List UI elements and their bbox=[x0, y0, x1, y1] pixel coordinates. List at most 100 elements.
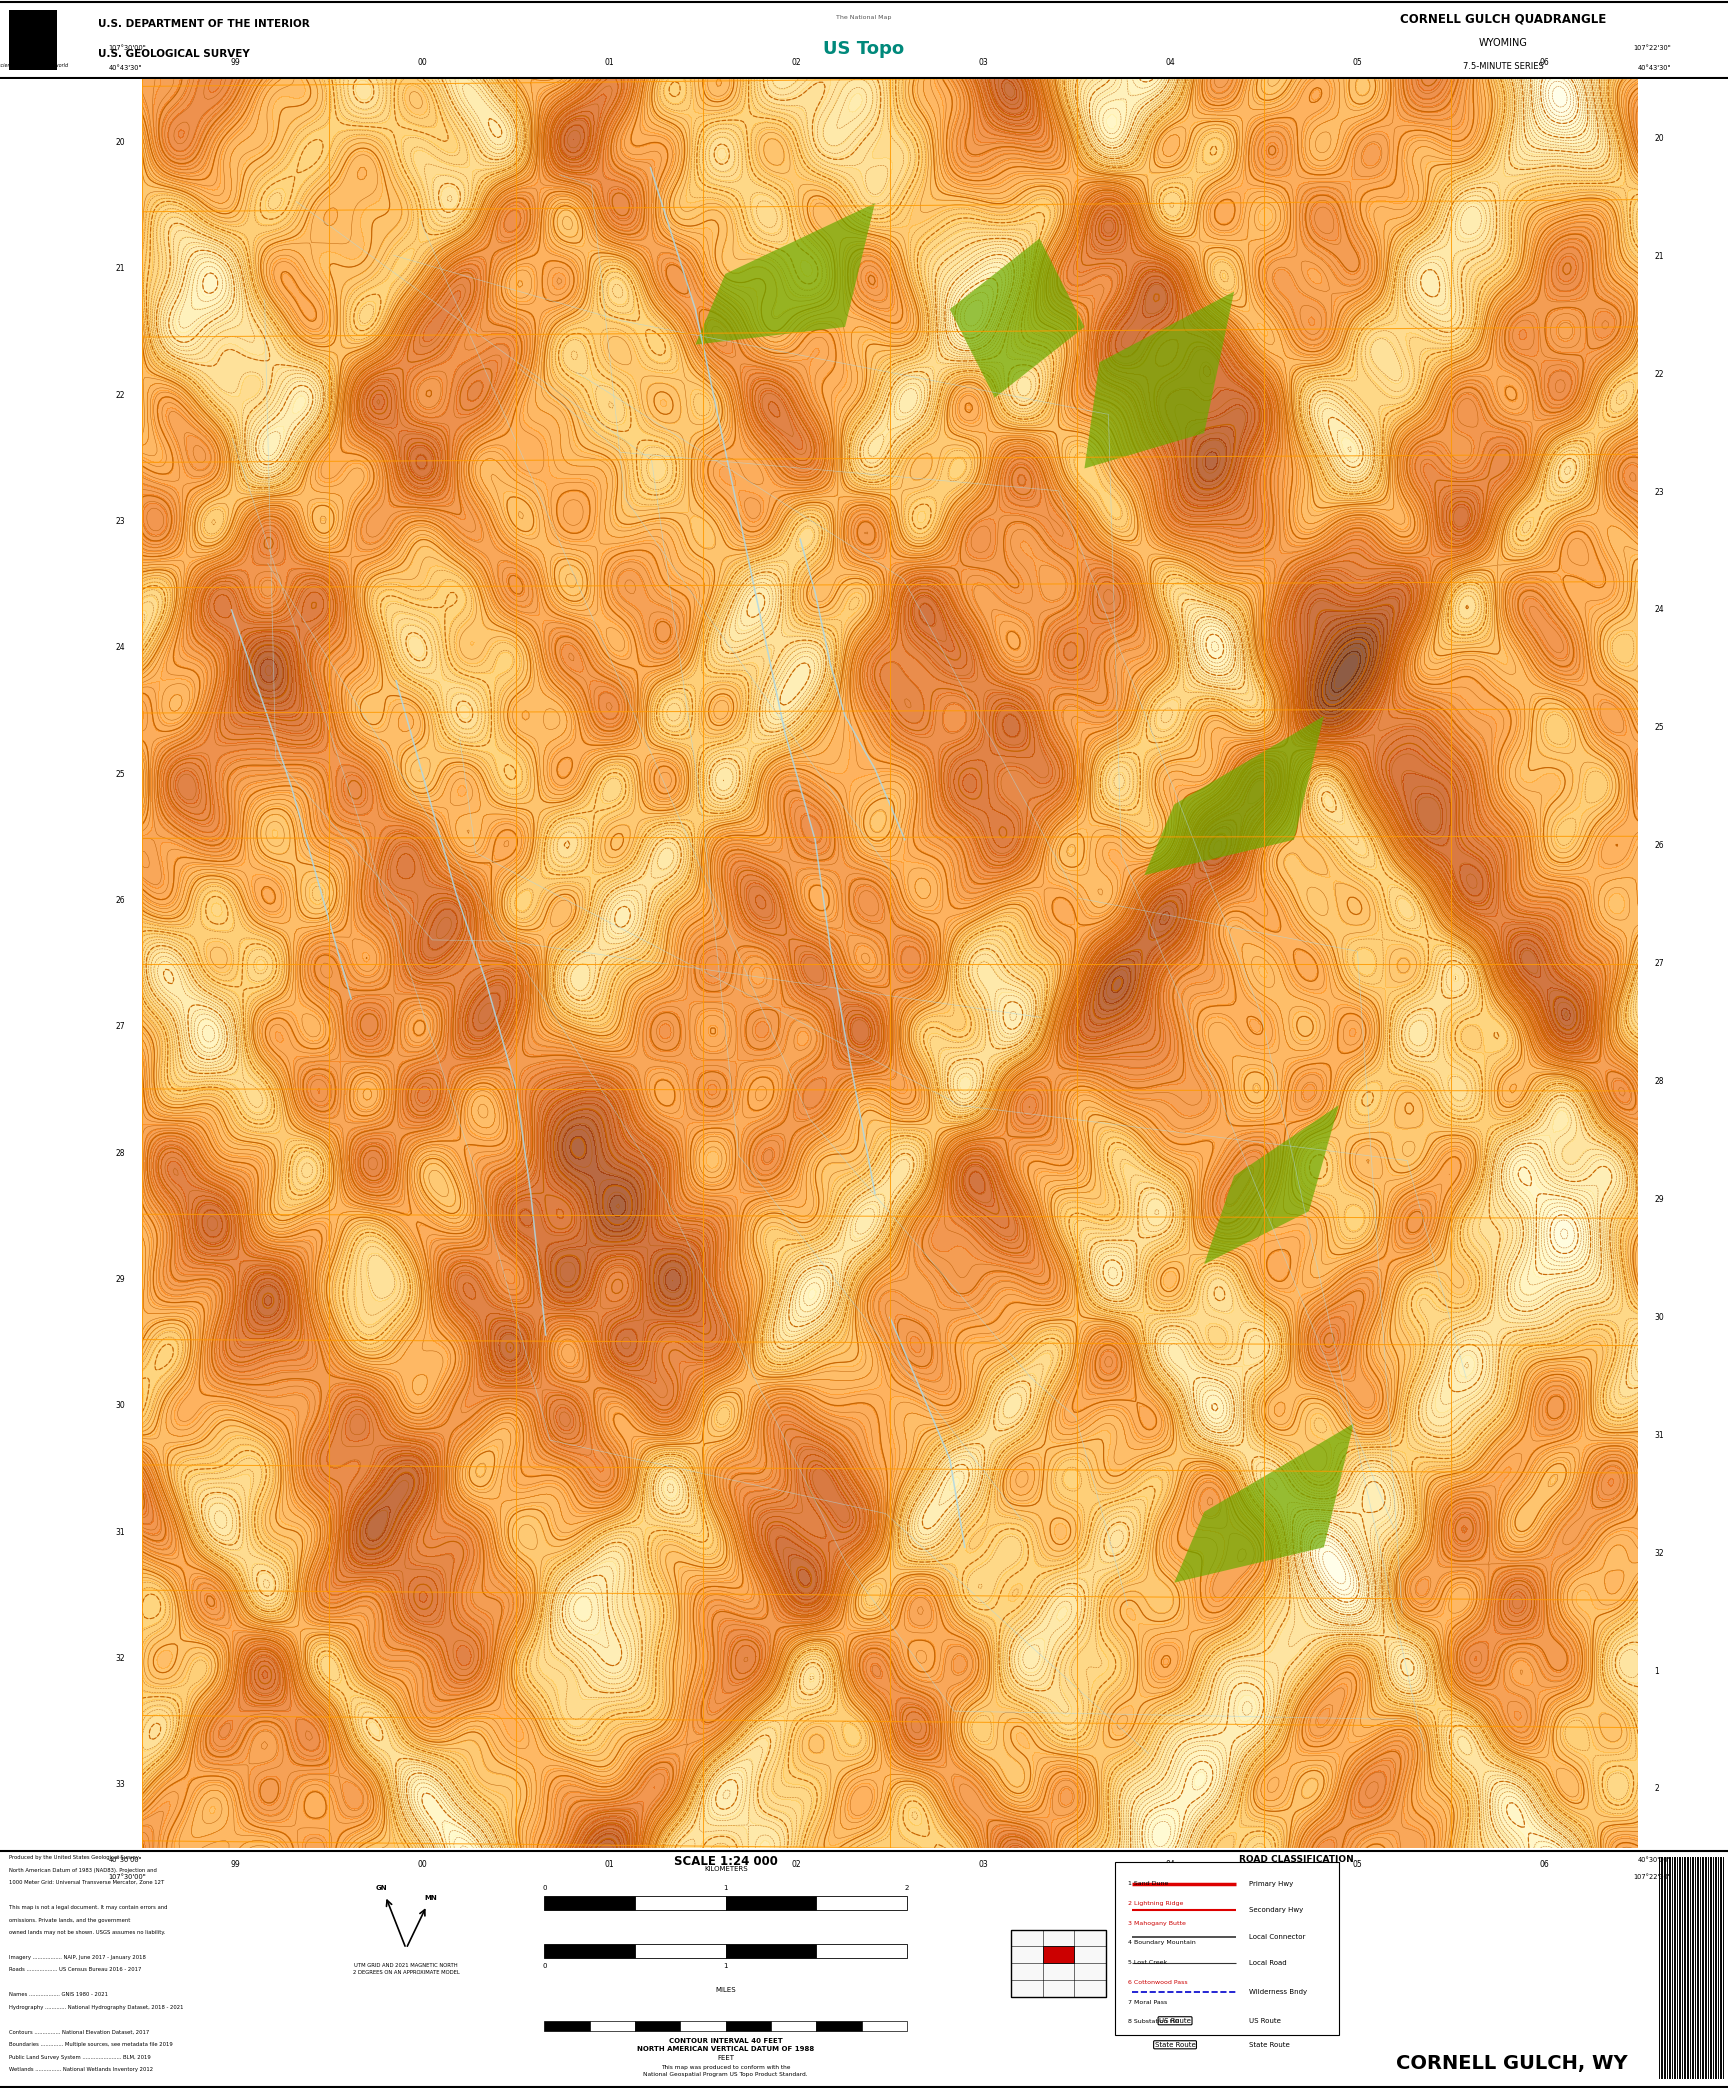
Bar bbox=[816, 2021, 862, 2032]
Text: 03: 03 bbox=[978, 1860, 988, 1869]
Text: FEET: FEET bbox=[717, 2055, 734, 2061]
Text: Boundaries .............. Multiple sources, see metadata file 2019: Boundaries .............. Multiple sourc… bbox=[9, 2042, 173, 2048]
Text: 04: 04 bbox=[1166, 58, 1175, 67]
Text: 107°22'30": 107°22'30" bbox=[1633, 46, 1671, 50]
Text: 0: 0 bbox=[543, 1885, 546, 1892]
Text: 107°30'00": 107°30'00" bbox=[109, 1875, 147, 1881]
Bar bbox=[726, 2021, 771, 2032]
Text: Produced by the United States Geological Survey: Produced by the United States Geological… bbox=[9, 1854, 138, 1860]
Text: Names ................... GNIS 1980 - 2021: Names ................... GNIS 1980 - 20… bbox=[9, 1992, 107, 1998]
Text: 20: 20 bbox=[116, 138, 124, 146]
Text: 21: 21 bbox=[116, 265, 124, 274]
Text: 1000 Meter Grid: Universal Transverse Mercator, Zone 12T: 1000 Meter Grid: Universal Transverse Me… bbox=[9, 1879, 164, 1885]
Bar bbox=[544, 1896, 636, 1911]
Text: 40°43'30": 40°43'30" bbox=[1638, 65, 1671, 71]
Text: 22: 22 bbox=[1655, 370, 1664, 378]
Text: 5 Lost Creek: 5 Lost Creek bbox=[1128, 1961, 1168, 1965]
Text: Local Connector: Local Connector bbox=[1249, 1933, 1306, 1940]
Text: 22: 22 bbox=[116, 390, 124, 399]
Text: Imagery .................. NAIP, June 2017 - January 2018: Imagery .................. NAIP, June 20… bbox=[9, 1954, 145, 1961]
Text: State Route: State Route bbox=[1154, 2042, 1196, 2048]
Text: Public Land Survey System ........................ BLM, 2019: Public Land Survey System ..............… bbox=[9, 2055, 150, 2061]
Text: WYOMING: WYOMING bbox=[1479, 38, 1528, 48]
Bar bbox=[634, 1896, 726, 1911]
Text: 01: 01 bbox=[605, 58, 613, 67]
Bar bbox=[589, 2021, 634, 2032]
Text: 20: 20 bbox=[1655, 134, 1664, 142]
Text: 1: 1 bbox=[1655, 1666, 1659, 1675]
Text: 32: 32 bbox=[116, 1654, 124, 1662]
Text: 1: 1 bbox=[724, 1963, 727, 1969]
Text: 24: 24 bbox=[116, 643, 124, 651]
Text: 7.5-MINUTE SERIES: 7.5-MINUTE SERIES bbox=[1464, 63, 1543, 71]
Text: 1 Sand Dune: 1 Sand Dune bbox=[1128, 1881, 1168, 1885]
Text: omissions. Private lands, and the government: omissions. Private lands, and the govern… bbox=[9, 1917, 130, 1923]
Polygon shape bbox=[1085, 292, 1234, 468]
Text: 107°22'30": 107°22'30" bbox=[1633, 1875, 1671, 1881]
Polygon shape bbox=[695, 203, 874, 345]
Text: 31: 31 bbox=[1655, 1430, 1664, 1441]
Text: 24: 24 bbox=[1655, 606, 1664, 614]
Text: 06: 06 bbox=[1540, 1860, 1550, 1869]
Text: 06: 06 bbox=[1540, 58, 1550, 67]
Bar bbox=[634, 1944, 726, 1959]
Text: US Route: US Route bbox=[1159, 2017, 1191, 2023]
Text: UTM GRID AND 2021 MAGNETIC NORTH
2 DEGREES ON AN APPROXIMATE MODEL: UTM GRID AND 2021 MAGNETIC NORTH 2 DEGRE… bbox=[353, 1963, 460, 1975]
Text: Wetlands ................ National Wetlands Inventory 2012: Wetlands ................ National Wetla… bbox=[9, 2067, 152, 2073]
Text: 00: 00 bbox=[418, 58, 427, 67]
Text: 00: 00 bbox=[418, 1860, 427, 1869]
Bar bbox=[726, 1944, 817, 1959]
Text: 04: 04 bbox=[1166, 1860, 1175, 1869]
Text: MILES: MILES bbox=[715, 1988, 736, 1994]
Text: Primary Hwy: Primary Hwy bbox=[1249, 1881, 1294, 1888]
Bar bbox=[816, 1944, 907, 1959]
Text: 31: 31 bbox=[116, 1528, 124, 1537]
Text: Local Road: Local Road bbox=[1249, 1961, 1287, 1967]
Bar bbox=[862, 2021, 907, 2032]
Text: North American Datum of 1983 (NAD83). Projection and: North American Datum of 1983 (NAD83). Pr… bbox=[9, 1867, 157, 1873]
Text: This map was produced to conform with the
National Geospatial Program US Topo Pr: This map was produced to conform with th… bbox=[643, 2065, 809, 2078]
Bar bbox=[544, 1944, 636, 1959]
Text: 6 Cottonwood Pass: 6 Cottonwood Pass bbox=[1128, 1979, 1189, 1986]
Text: 27: 27 bbox=[1655, 958, 1664, 969]
Text: 26: 26 bbox=[116, 896, 124, 904]
Text: 02: 02 bbox=[791, 58, 802, 67]
Text: GN: GN bbox=[377, 1885, 387, 1892]
Text: 26: 26 bbox=[1655, 841, 1664, 850]
Text: 21: 21 bbox=[1655, 253, 1664, 261]
Polygon shape bbox=[950, 238, 1085, 397]
Text: 28: 28 bbox=[116, 1148, 124, 1157]
Text: 1: 1 bbox=[724, 1885, 727, 1892]
Text: KILOMETERS: KILOMETERS bbox=[703, 1867, 748, 1871]
Text: 05: 05 bbox=[1353, 1860, 1362, 1869]
Text: The National Map: The National Map bbox=[836, 15, 892, 21]
Text: SCALE 1:24 000: SCALE 1:24 000 bbox=[674, 1854, 778, 1869]
Text: U.S. GEOLOGICAL SURVEY: U.S. GEOLOGICAL SURVEY bbox=[98, 48, 251, 58]
Bar bbox=[681, 2021, 726, 2032]
Polygon shape bbox=[1144, 716, 1324, 875]
Text: US Topo: US Topo bbox=[824, 40, 904, 58]
Polygon shape bbox=[1204, 1105, 1339, 1263]
Text: 107°30'00": 107°30'00" bbox=[109, 46, 147, 50]
Bar bbox=[1011, 1929, 1106, 1996]
Text: Hydrography ............. National Hydrography Dataset, 2018 - 2021: Hydrography ............. National Hydro… bbox=[9, 2004, 183, 2011]
Bar bbox=[1042, 1946, 1075, 1963]
Text: 25: 25 bbox=[1655, 722, 1664, 733]
Bar bbox=[816, 1896, 907, 1911]
Text: 29: 29 bbox=[116, 1276, 124, 1284]
Text: 23: 23 bbox=[1655, 487, 1664, 497]
Text: 99: 99 bbox=[230, 58, 240, 67]
Text: Wilderness Bndy: Wilderness Bndy bbox=[1249, 1990, 1308, 1994]
Polygon shape bbox=[1175, 1424, 1353, 1583]
Bar bbox=[544, 2021, 589, 2032]
Text: 4 Boundary Mountain: 4 Boundary Mountain bbox=[1128, 1940, 1196, 1946]
Text: 32: 32 bbox=[1655, 1549, 1664, 1558]
Text: ROAD CLASSIFICATION: ROAD CLASSIFICATION bbox=[1239, 1854, 1353, 1865]
Text: 40°43'30": 40°43'30" bbox=[109, 65, 142, 71]
Text: 03: 03 bbox=[978, 58, 988, 67]
Text: 0: 0 bbox=[543, 1963, 546, 1969]
Text: MN: MN bbox=[423, 1894, 437, 1900]
Text: 40°30'00": 40°30'00" bbox=[1638, 1856, 1671, 1862]
Text: 33: 33 bbox=[116, 1781, 124, 1789]
Bar bbox=[726, 1896, 817, 1911]
